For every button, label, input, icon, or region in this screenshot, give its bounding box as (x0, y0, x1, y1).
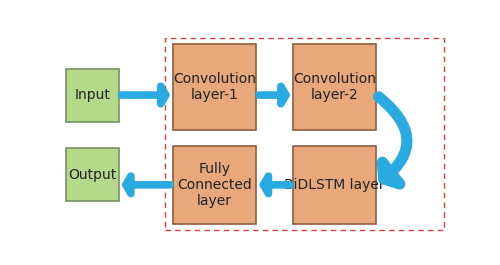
Bar (66, 69, 118, 122)
Bar (173, 146, 256, 224)
Bar (173, 44, 256, 130)
Bar (165, 38, 444, 230)
Text: Fully
Connected
layer: Fully Connected layer (177, 162, 252, 208)
Text: Output: Output (68, 168, 116, 182)
FancyArrowPatch shape (122, 86, 166, 104)
Bar (293, 146, 376, 224)
FancyArrowPatch shape (378, 97, 407, 184)
Bar (293, 44, 376, 130)
Text: Convolution
layer-1: Convolution layer-1 (173, 72, 256, 102)
Text: Convolution
layer-2: Convolution layer-2 (293, 72, 376, 102)
FancyArrowPatch shape (264, 176, 290, 194)
FancyArrowPatch shape (126, 176, 170, 194)
FancyArrowPatch shape (259, 86, 286, 104)
Bar (66, 148, 118, 201)
Text: Input: Input (74, 88, 110, 102)
Text: BiDLSTM layer: BiDLSTM layer (284, 178, 385, 192)
